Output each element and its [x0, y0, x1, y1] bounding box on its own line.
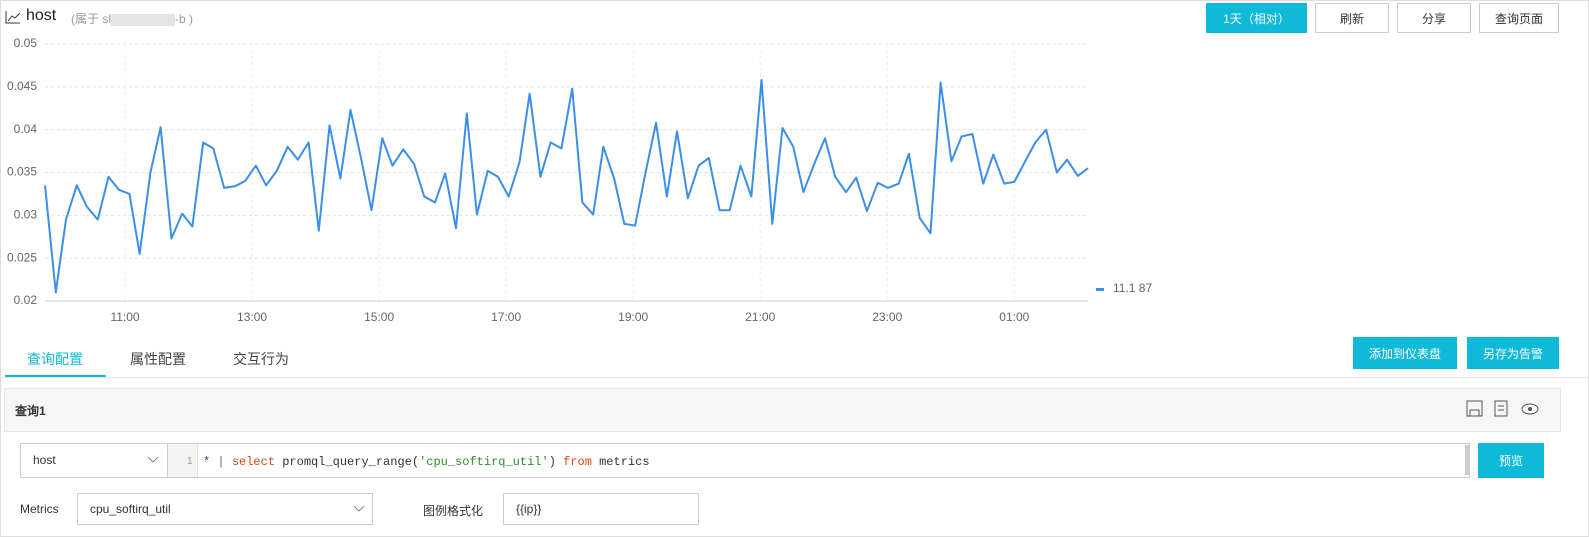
chevron: [353, 505, 365, 512]
y-tick-label: 0.05: [14, 36, 38, 50]
add-dashboard-button[interactable]: 添加到仪表盘: [1353, 337, 1457, 369]
metrics-label: Metrics: [20, 502, 59, 516]
code-token: select: [231, 455, 276, 469]
x-tick-label: 17:00: [491, 310, 521, 324]
tab[interactable]: 属性配置: [130, 351, 186, 367]
code-token: from: [563, 455, 592, 469]
y-tick-label: 0.045: [7, 79, 37, 93]
code-token: ): [548, 455, 564, 469]
query-header: [4, 388, 1561, 432]
subtitle: (属于 sl -b ): [71, 10, 193, 27]
blur: [111, 13, 175, 26]
code: * | select promql_query_range('cpu_softi…: [203, 455, 650, 469]
query-page-button[interactable]: 查询页面: [1479, 3, 1559, 33]
metrics-select[interactable]: cpu_softirq_util: [77, 493, 373, 525]
refresh-button[interactable]: 刷新: [1315, 3, 1389, 33]
y-tick-label: 0.025: [7, 250, 37, 264]
tab-indicator: [5, 375, 106, 377]
panel-title: host: [26, 7, 57, 24]
y-tick-label: 0.02: [14, 293, 38, 307]
metrics-value: cpu_softirq_util: [90, 502, 171, 516]
code-token: promql_query_range(: [275, 455, 420, 469]
x-tick-label: 11:00: [110, 310, 139, 324]
legend-swatch: [1096, 288, 1104, 291]
x-tick-label: 13:00: [237, 310, 267, 324]
preview-button[interactable]: 预览: [1478, 443, 1544, 478]
x-tick-label: 23:00: [872, 310, 902, 324]
legend-format-input[interactable]: {{ip}}: [503, 493, 699, 525]
line-number: 1: [187, 456, 193, 467]
code-token: metrics: [591, 455, 650, 469]
divider: [1, 377, 1588, 378]
tab[interactable]: 交互行为: [233, 351, 289, 367]
save-alert-button[interactable]: 另存为告警: [1467, 337, 1559, 369]
share-button[interactable]: 分享: [1397, 3, 1471, 33]
y-tick-label: 0.04: [14, 122, 38, 136]
subtitle-end: -b ): [175, 12, 193, 26]
code-token: *: [203, 455, 211, 469]
code-editor[interactable]: [168, 443, 1470, 478]
y-tick-label: 0.03: [14, 208, 38, 222]
code-token: |: [210, 455, 232, 469]
subtitle-start: (属于 sl: [71, 12, 111, 26]
chart-icon: [5, 11, 21, 24]
gutter: [168, 444, 198, 477]
line: [44, 78, 1089, 294]
chevron: [147, 456, 159, 463]
legend-format-value: {{ip}}: [516, 502, 542, 516]
x-tick-label: 01:00: [999, 310, 1029, 324]
tab[interactable]: 查询配置: [27, 351, 83, 367]
chart: 0.02 0.025 0.03 0.035 0.04 0.045 0.05 11:00 13:0…: [7, 36, 1153, 324]
x-tick-label: 15:00: [364, 310, 394, 324]
query-icons[interactable]: [1465, 399, 1545, 419]
time-range-button[interactable]: 1天（相对）: [1206, 3, 1307, 33]
scrollbar: [1465, 445, 1470, 475]
code-token: 'cpu_softirq_util': [419, 455, 549, 469]
x-tick-label: 21:00: [745, 310, 775, 324]
logstore-value: host: [33, 453, 56, 467]
y-tick-label: 0.035: [7, 165, 37, 179]
legend-format-label: 图例格式化: [423, 504, 484, 518]
legend-label: 11.1 87: [1113, 281, 1152, 295]
query-title: 查询1: [15, 404, 46, 418]
x-tick-label: 19:00: [618, 310, 648, 324]
logstore-select[interactable]: host: [20, 443, 168, 478]
